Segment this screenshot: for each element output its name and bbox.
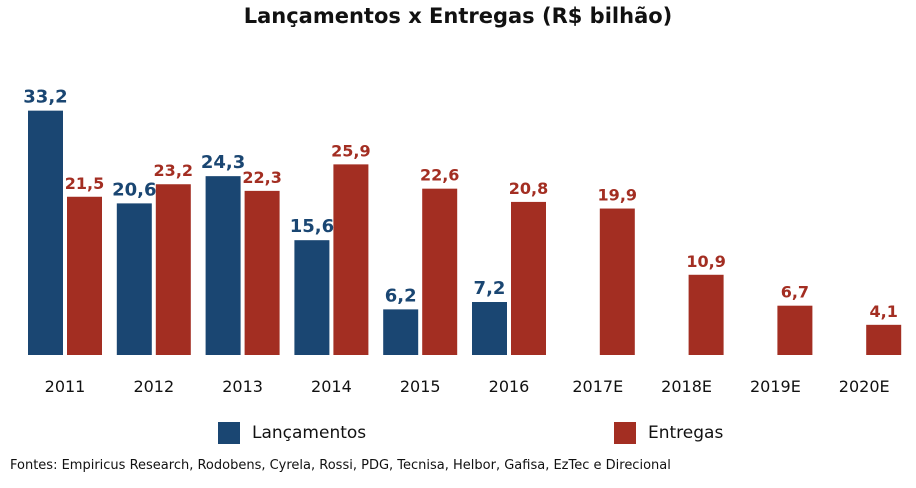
bar-lancamentos-2015: [383, 309, 419, 355]
data-label-entregas-2019E: 6,7: [781, 283, 809, 302]
data-label-entregas-2014: 25,9: [331, 141, 370, 160]
legend: Lançamentos Entregas: [0, 422, 916, 450]
bar-entregas-2019E: [777, 305, 813, 355]
bar-entregas-2011: [67, 196, 102, 355]
data-label-lancamentos-2014: 15,6: [290, 216, 334, 237]
data-label-lancamentos-2015: 6,2: [385, 285, 417, 306]
legend-swatch-lancamentos: [218, 422, 240, 444]
legend-item-entregas: Entregas: [614, 422, 723, 444]
bar-lancamentos-2011: [28, 110, 63, 355]
x-tick-label-2013: 2013: [222, 377, 263, 396]
bar-chart: 33,2 21,5 2011 20,623,2 2012 24,322,3 2013 15,6…: [23, 87, 902, 396]
bar-lancamentos-2014: [294, 240, 330, 355]
x-tick-label-2019E: 2019E: [750, 377, 801, 396]
data-label-entregas-2015: 22,6: [420, 166, 459, 185]
x-tick-label-2014: 2014: [311, 377, 352, 396]
bar-entregas-2020E: [866, 324, 902, 355]
x-tick-label-2016: 2016: [489, 377, 530, 396]
bar-lancamentos-2012: [116, 203, 152, 355]
x-tick-label-2020E: 2020E: [839, 377, 890, 396]
chart-title: Lançamentos x Entregas (R$ bilhão): [243, 4, 673, 28]
data-label-entregas-2013: 22,3: [242, 168, 281, 187]
bar-lancamentos-2016: [472, 302, 507, 355]
x-tick-label-2011: 2011: [45, 377, 86, 396]
bar-entregas-2017E: [599, 208, 635, 355]
data-label-lancamentos-2016: 7,2: [474, 278, 506, 299]
legend-label-lancamentos: Lançamentos: [252, 423, 367, 443]
bar-entregas-2013: [244, 190, 280, 355]
bar-entregas-2012: [155, 184, 191, 355]
data-label-entregas-2020E: 4,1: [870, 302, 898, 321]
data-label-entregas-2012: 23,2: [154, 161, 193, 180]
data-label-entregas-2011: 21,5: [65, 174, 104, 193]
legend-label-entregas: Entregas: [648, 423, 724, 443]
source-note: Fontes: Empiricus Research, Rodobens, Cy…: [10, 458, 671, 473]
data-label-entregas-2017E: 19,9: [598, 186, 637, 205]
data-label-lancamentos-2012: 20,6: [112, 179, 156, 200]
x-tick-label-2012: 2012: [133, 377, 174, 396]
bar-entregas-2015: [422, 188, 458, 355]
data-label-lancamentos-2013: 24,3: [201, 152, 245, 173]
bar-entregas-2018E: [688, 274, 724, 355]
bar-entregas-2016: [511, 201, 546, 355]
x-tick-label-2017E: 2017E: [572, 377, 623, 396]
legend-swatch-entregas: [614, 422, 636, 444]
bar-lancamentos-2013: [205, 176, 241, 355]
x-tick-label-2015: 2015: [400, 377, 441, 396]
data-label-entregas-2016: 20,8: [509, 179, 548, 198]
data-label-entregas-2018E: 10,9: [686, 252, 725, 271]
legend-item-lancamentos: Lançamentos: [218, 422, 366, 444]
bar-entregas-2014: [333, 164, 369, 355]
x-tick-label-2018E: 2018E: [661, 377, 712, 396]
data-label-lancamentos-2011: 33,2: [23, 87, 67, 108]
